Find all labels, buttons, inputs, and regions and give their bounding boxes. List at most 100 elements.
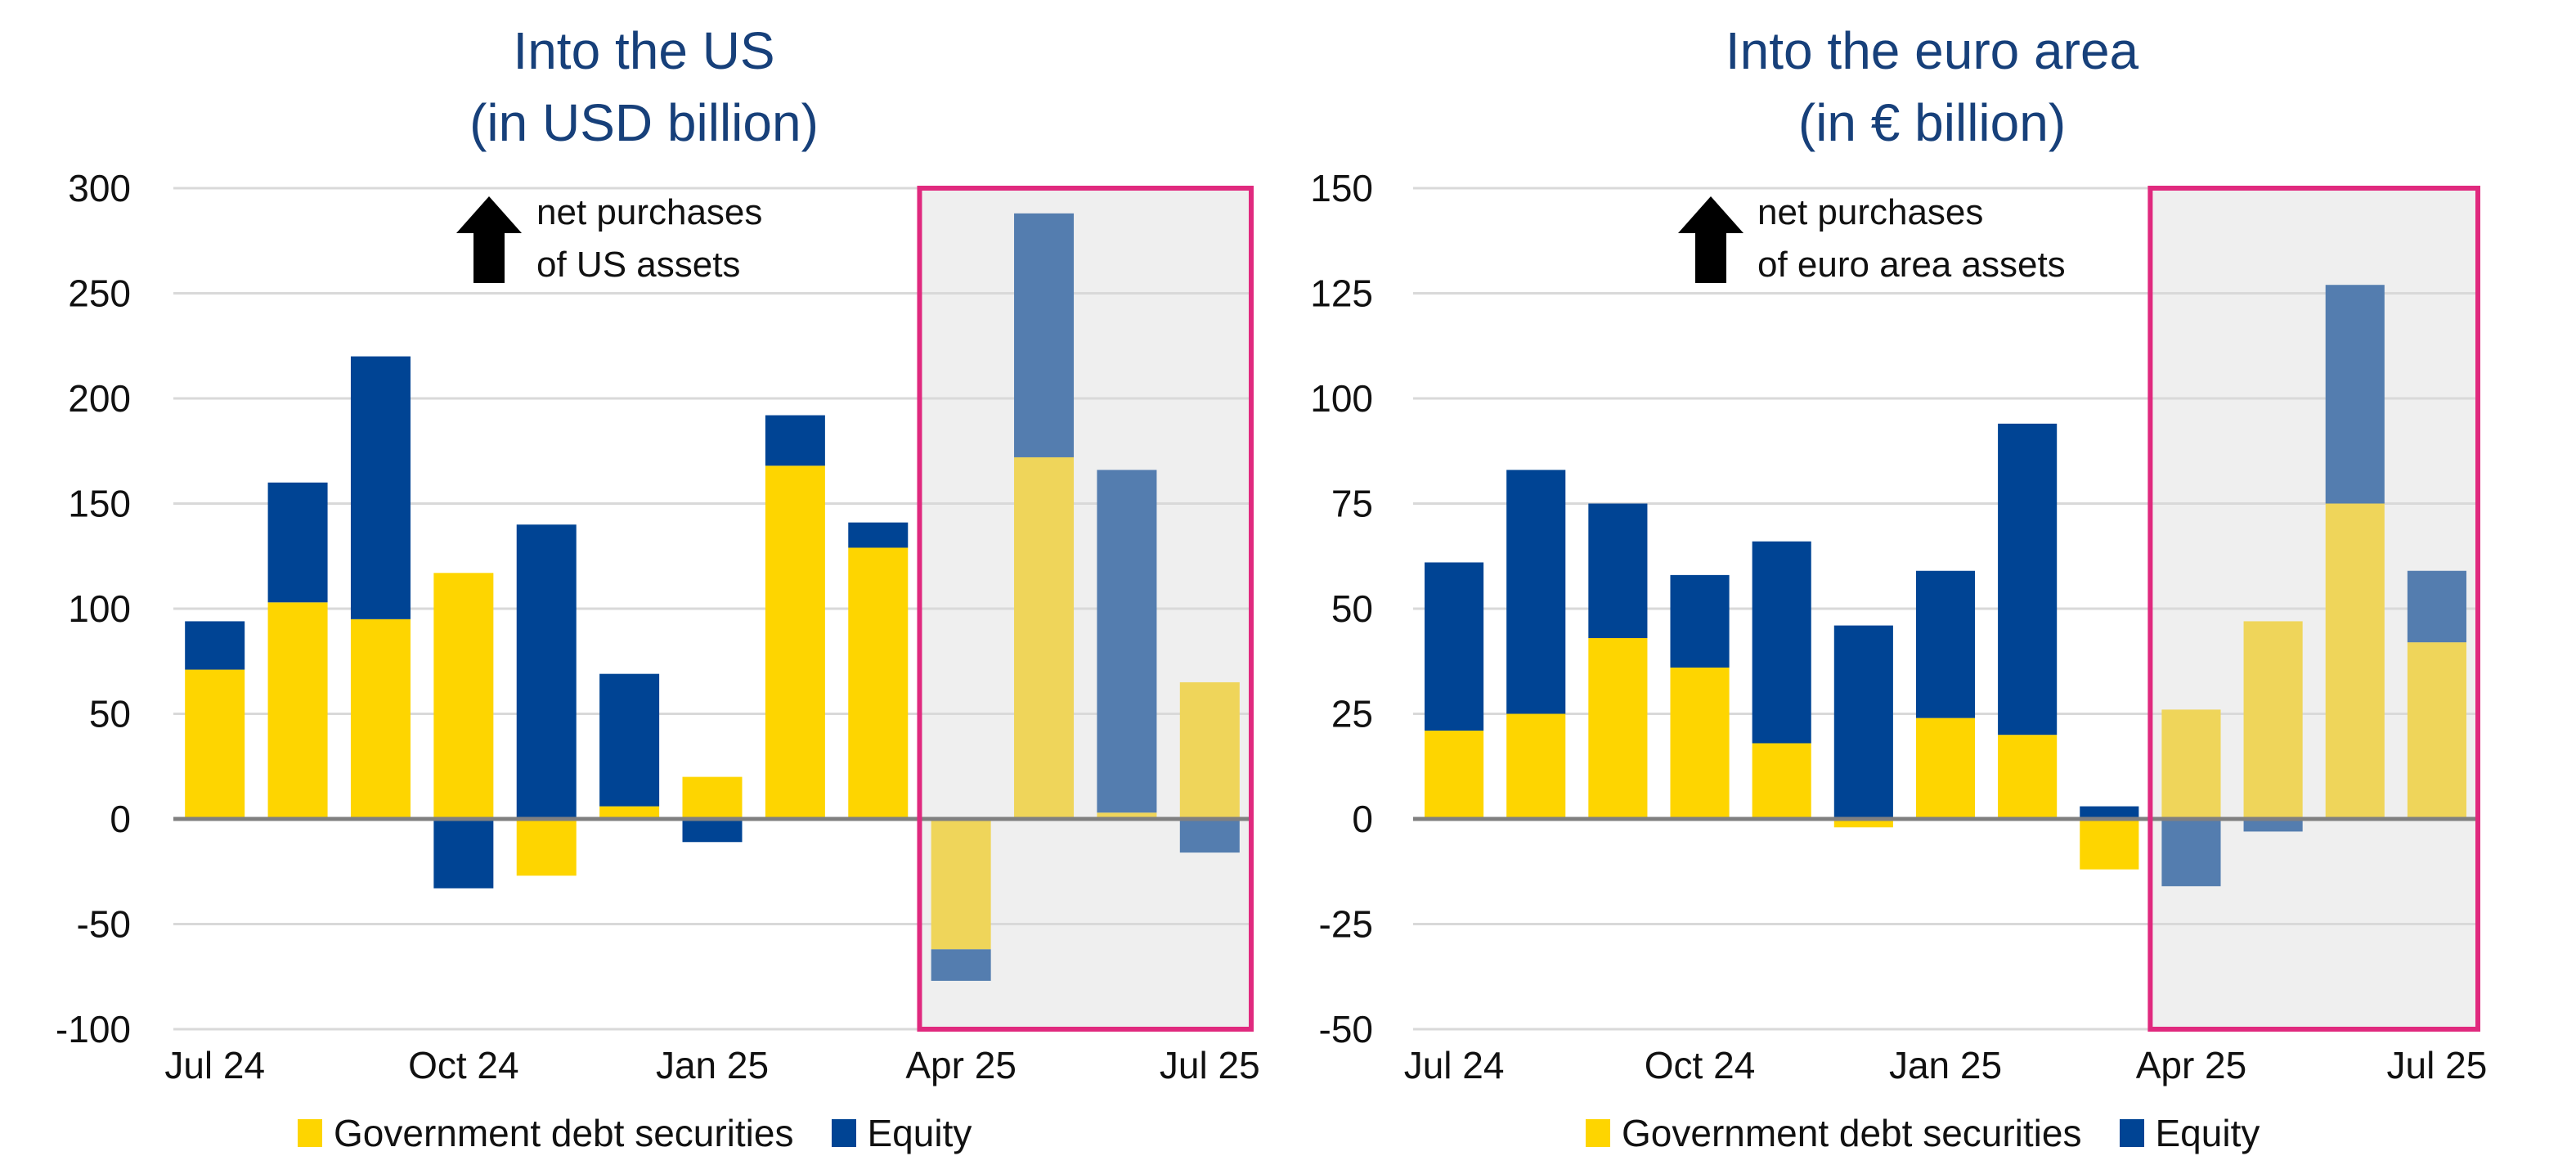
legend-item-equity: Equity	[2119, 1111, 2260, 1155]
legend-item-equity: Equity	[831, 1111, 972, 1155]
bar-equity-feb-25	[1998, 423, 2058, 735]
bar-equity-aug-24	[267, 482, 328, 603]
bar-equity-jun-25	[2325, 285, 2385, 504]
bar-gov-feb-25	[765, 466, 825, 819]
bar-gov-jan-25	[1915, 717, 1976, 819]
bar-gov-mar-25	[848, 547, 909, 819]
bar-equity-oct-24	[433, 819, 494, 888]
legend-swatch-equity	[831, 1119, 856, 1147]
bar-gov-feb-25	[1998, 735, 2058, 819]
bar-equity-apr-25	[931, 949, 991, 981]
bar-gov-sep-24	[1588, 637, 1648, 819]
bar-equity-feb-25	[765, 415, 825, 466]
chart-title-main: Into the euro area	[1725, 21, 2139, 80]
y-tick-label: 25	[1331, 693, 1373, 735]
bar-gov-jun-25	[2325, 503, 2385, 819]
x-tick-label: Apr 25	[2136, 1044, 2247, 1086]
bar-gov-jul-24	[1425, 731, 1484, 819]
y-tick-label: 100	[68, 587, 131, 630]
bar-equity-jul-25	[1179, 819, 1240, 853]
bar-equity-jul-24	[185, 621, 245, 670]
x-tick-label: Jul 24	[164, 1044, 265, 1086]
chart-plot-euro-area: 150 125 100 75 50 25 0 -25 -50 Jul 24 Oct 24 Jan 25…	[1310, 167, 2488, 1086]
bar-gov-jan-25	[682, 776, 743, 819]
y-tick-label: -25	[1319, 903, 1373, 946]
bar-equity-oct-24	[1670, 574, 1730, 668]
bar-equity-dec-24	[1833, 625, 1893, 819]
bar-equity-may-25	[1014, 213, 1075, 457]
y-tick-label: 250	[68, 272, 131, 315]
y-tick-label: 50	[1331, 587, 1373, 630]
y-tick-label: -50	[1319, 1008, 1373, 1050]
bar-gov-jun-25	[1097, 812, 1157, 819]
bar-gov-aug-24	[1506, 713, 1566, 819]
annotation: net purchases of euro area assets	[1757, 187, 2066, 291]
chart-subtitle: (in € billion)	[1797, 93, 2067, 152]
chart-subtitle: (in USD billion)	[469, 93, 819, 152]
y-tick-label: 0	[1352, 798, 1373, 840]
x-tick-label: Apr 25	[905, 1044, 1016, 1086]
bar-gov-jul-25	[2407, 642, 2466, 819]
legend-item-gov: Government debt securities	[1586, 1111, 2082, 1155]
y-tick-label: 150	[68, 483, 131, 525]
chart-title: Into the US (in USD billion)	[0, 15, 1288, 159]
y-tick-label: 50	[89, 693, 131, 735]
annotation: net purchases of US assets	[536, 187, 762, 291]
bar-gov-oct-24	[1670, 667, 1730, 819]
highlight-border	[2147, 186, 2481, 1032]
bar-gov-dec-24	[599, 806, 660, 819]
bar-equity-jul-25	[2407, 570, 2466, 643]
bar-equity-sep-24	[350, 356, 411, 619]
legend: Government debt securities Equity	[1586, 1111, 2297, 1155]
bar-gov-nov-24	[516, 819, 577, 876]
legend-swatch-gov	[1586, 1119, 1610, 1147]
bar-gov-aug-24	[267, 602, 328, 819]
chart-title: Into the euro area (in € billion)	[1288, 15, 2576, 159]
bar-gov-sep-24	[350, 618, 411, 819]
bar-equity-jan-25	[1915, 570, 1976, 718]
legend-label-equity: Equity	[2155, 1112, 2260, 1154]
bar-equity-jun-25	[1097, 470, 1157, 813]
bar-gov-may-25	[1014, 457, 1075, 819]
bar-equity-jan-25	[682, 819, 743, 843]
y-tick-label: 300	[68, 167, 131, 209]
x-tick-label: Jul 25	[1160, 1044, 1260, 1086]
chart-plot-us: 300 250 200 150 100 50 0 -50 -100 Jul 24 Oct 24 Jan…	[56, 167, 1260, 1086]
highlight-border	[917, 186, 1254, 1032]
bar-equity-nov-24	[1752, 541, 1811, 744]
bar-equity-sep-24	[1588, 503, 1648, 638]
x-tick-label: Jul 25	[2387, 1044, 2488, 1086]
y-tick-label: 0	[110, 798, 131, 840]
x-tick-label: Oct 24	[1645, 1044, 1756, 1086]
bar-equity-aug-24	[1506, 470, 1566, 714]
chart-panel-us: Into the US (in USD billion) 300 250 200 15…	[0, 15, 1288, 1155]
annotation-line-2: of US assets	[536, 245, 741, 285]
x-tick-label: Jan 25	[656, 1044, 769, 1086]
bar-gov-nov-24	[1752, 743, 1811, 819]
y-tick-label: 75	[1331, 483, 1373, 525]
annotation-line-1: net purchases	[1757, 192, 1984, 232]
bar-equity-dec-24	[599, 673, 660, 807]
bar-equity-nov-24	[516, 524, 577, 819]
bar-gov-jul-24	[185, 669, 245, 819]
y-tick-label: -100	[56, 1008, 131, 1050]
bar-equity-apr-25	[2161, 819, 2221, 887]
legend-label-gov: Government debt securities	[334, 1112, 794, 1154]
up-arrow-icon	[1678, 196, 1744, 283]
legend-label-gov: Government debt securities	[1622, 1112, 2082, 1154]
x-tick-label: Jul 24	[1404, 1044, 1505, 1086]
bar-gov-jul-25	[1179, 681, 1240, 819]
y-tick-label: 150	[1310, 167, 1373, 209]
annotation-line-2: of euro area assets	[1757, 245, 2066, 285]
bar-gov-dec-24	[1833, 819, 1893, 828]
legend-swatch-equity	[2119, 1119, 2144, 1147]
y-tick-label: 200	[68, 377, 131, 420]
bar-equity-mar-25	[848, 522, 909, 548]
chart-panel-euro-area: Into the euro area (in € billion) 150 125…	[1288, 0, 2576, 1174]
x-tick-label: Oct 24	[408, 1044, 519, 1086]
x-tick-label: Jan 25	[1889, 1044, 2002, 1086]
legend: Government debt securities Equity	[298, 1111, 1009, 1155]
legend-label-equity: Equity	[867, 1112, 972, 1154]
bar-gov-oct-24	[433, 573, 494, 819]
annotation-line-1: net purchases	[536, 192, 763, 232]
